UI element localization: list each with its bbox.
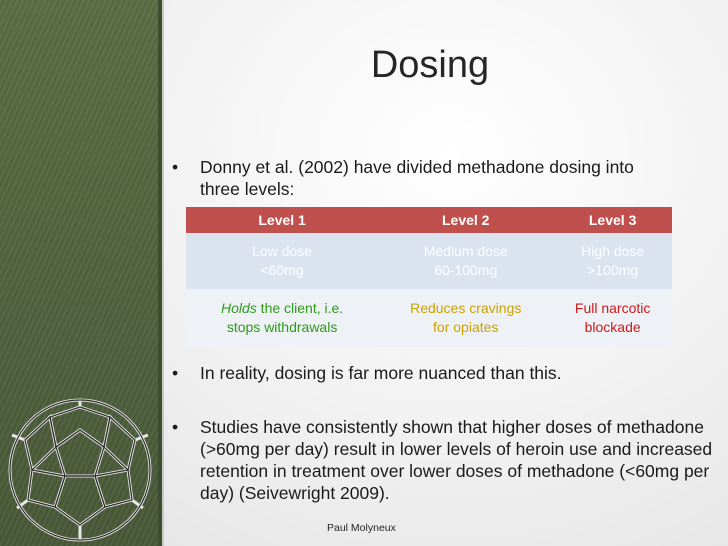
- table-header-level-3: Level 3: [553, 207, 672, 233]
- dose-range: <60mg: [260, 262, 304, 278]
- dose-range: >100mg: [587, 262, 639, 278]
- bullet-icon: •: [172, 363, 179, 383]
- effect-text-line1: the client, i.e.: [256, 300, 344, 316]
- bullet-icon: •: [172, 157, 179, 177]
- table-header-level-2: Level 2: [378, 207, 554, 233]
- effect-text-line1: Full narcotic: [574, 300, 651, 316]
- bullet-item-3: • Studies have consistently shown that h…: [172, 416, 714, 504]
- table-header-row: Level 1 Level 2 Level 3: [186, 207, 672, 233]
- sidebar-divider-light: [162, 0, 164, 546]
- footer-author: Paul Molyneux: [327, 522, 396, 534]
- effect-text-line2: blockade: [584, 319, 641, 335]
- bullet-item-1: • Donny et al. (2002) have divided metha…: [172, 156, 672, 200]
- table-cell-dose-level-2: Medium dose 60-100mg: [378, 233, 554, 289]
- bullet-item-2: • In reality, dosing is far more nuanced…: [172, 362, 672, 384]
- effect-text-line1: Reduces cravings: [410, 300, 522, 316]
- dose-label: Medium dose: [423, 243, 508, 259]
- effect-text-line2: for opiates: [433, 319, 499, 335]
- sidebar-panel: [0, 0, 158, 546]
- dose-label: Low dose: [252, 243, 313, 259]
- fullerene-molecule-icon: [8, 398, 152, 542]
- effect-text-line2: stops withdrawals: [226, 319, 338, 335]
- table-cell-effect-level-3: Full narcotic blockade: [553, 289, 672, 347]
- bullet-text-2: In reality, dosing is far more nuanced t…: [200, 363, 562, 383]
- holds-emphasis: Holds: [221, 300, 257, 316]
- table-cell-effect-level-1: Holds the client, i.e. stops withdrawals: [186, 289, 379, 347]
- table-cell-effect-level-2: Reduces cravings for opiates: [378, 289, 554, 347]
- table-row-dose: Low dose <60mg Medium dose 60-100mg High…: [186, 233, 672, 289]
- table-cell-dose-level-1: Low dose <60mg: [186, 233, 379, 289]
- table-row-effect: Holds the client, i.e. stops withdrawals…: [186, 289, 672, 347]
- bullet-icon: •: [172, 417, 179, 437]
- dose-range: 60-100mg: [434, 262, 498, 278]
- bullet-text-1: Donny et al. (2002) have divided methado…: [200, 157, 634, 199]
- table-cell-dose-level-3: High dose >100mg: [553, 233, 672, 289]
- dose-label: High dose: [581, 243, 645, 259]
- bullet-text-3: Studies have consistently shown that hig…: [200, 417, 713, 503]
- slide-title: Dosing: [370, 44, 490, 86]
- table-header-level-1: Level 1: [186, 207, 379, 233]
- dosing-levels-table: Level 1 Level 2 Level 3 Low dose <60mg M…: [186, 207, 672, 347]
- sidebar-divider: [158, 0, 162, 546]
